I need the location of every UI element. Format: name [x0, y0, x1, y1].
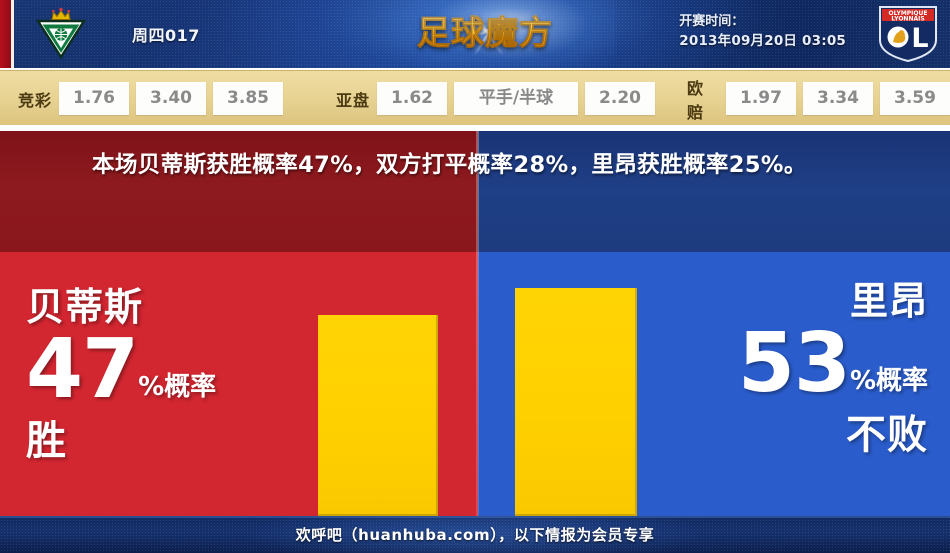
- panel-divider: [476, 131, 479, 516]
- odds-label-oupei: 欧赔: [687, 78, 705, 122]
- odds-group-oupei: 欧赔 1.97 3.34 3.59: [687, 71, 950, 126]
- odds-cell-jingcai-1[interactable]: 1.76: [59, 82, 130, 115]
- odds-cell-jingcai-2[interactable]: 3.40: [136, 82, 207, 115]
- svg-text:L: L: [911, 23, 928, 54]
- real-betis-crest: [33, 7, 89, 61]
- away-probability-bar: [515, 288, 637, 516]
- home-team-name: 贝蒂斯: [26, 285, 144, 329]
- away-outcome-label: 不败: [846, 412, 928, 458]
- odds-cell-oupei-2[interactable]: 3.34: [803, 82, 873, 115]
- footer-bar: 欢呼吧（huanhuba.com），以下情报为会员专享: [0, 516, 950, 553]
- divider-white: [0, 125, 950, 131]
- match-number: 周四017: [132, 26, 200, 45]
- probability-chart: 本场贝蒂斯获胜概率47%，双方打平概率28%，里昂获胜概率25%。 贝蒂斯 47…: [0, 131, 950, 516]
- away-probability-line: 53 %概率: [737, 316, 928, 411]
- footer-top-line: [0, 516, 950, 518]
- odds-cell-oupei-1[interactable]: 1.97: [726, 82, 796, 115]
- away-probability-suffix: %概率: [849, 366, 928, 396]
- odds-cell-oupei-3[interactable]: 3.59: [880, 82, 950, 115]
- home-probability-value: 47: [26, 322, 139, 417]
- odds-group-yapan: 亚盘 1.62 平手/半球 2.20: [336, 71, 656, 126]
- headline-panel-right: [478, 131, 950, 252]
- home-outcome-label: 胜: [26, 418, 67, 464]
- kickoff-value: 2013年09月20日 03:05: [679, 33, 846, 49]
- kickoff-label: 开赛时间：: [679, 14, 745, 29]
- brand-logo: 足球魔方: [365, 0, 615, 68]
- header-bar: 周四017 足球魔方 开赛时间： 2013年09月20日 03:05 OLYMP…: [0, 0, 950, 68]
- odds-cell-yapan-2[interactable]: 2.20: [585, 82, 656, 115]
- footer-text: 欢呼吧（huanhuba.com），以下情报为会员专享: [295, 526, 655, 544]
- odds-cell-jingcai-3[interactable]: 3.85: [213, 82, 284, 115]
- svg-text:OLYMPIQUE: OLYMPIQUE: [888, 10, 927, 17]
- brand-logo-text: 足球魔方: [395, 11, 575, 55]
- odds-cell-yapan-handicap[interactable]: 平手/半球: [454, 82, 579, 115]
- olympique-lyonnais-crest: OLYMPIQUE LYONNAIS L: [876, 4, 940, 64]
- home-probability-bar: [318, 315, 438, 516]
- odds-label-jingcai: 竞彩: [18, 90, 53, 110]
- footer-texture: [0, 516, 950, 553]
- odds-bar: 竞彩 1.76 3.40 3.85 亚盘 1.62 平手/半球 2.20 欧赔 …: [0, 70, 950, 126]
- away-team-name: 里昂: [849, 279, 928, 323]
- odds-group-jingcai: 竞彩 1.76 3.40 3.85: [18, 71, 284, 126]
- headline-panel-left: [0, 131, 478, 252]
- odds-label-yapan: 亚盘: [336, 90, 371, 110]
- home-probability-suffix: %概率: [138, 372, 217, 402]
- svg-text:LYONNAIS: LYONNAIS: [891, 15, 924, 22]
- header-red-stripe: [0, 0, 11, 68]
- headline-text: 本场贝蒂斯获胜概率47%，双方打平概率28%，里昂获胜概率25%。: [92, 152, 807, 178]
- home-team-block: 贝蒂斯 47 %概率 胜: [26, 283, 216, 467]
- header-cream-stripe: [11, 0, 14, 68]
- away-team-block: 里昂 53 %概率 不败: [738, 277, 928, 461]
- odds-cell-yapan-1[interactable]: 1.62: [377, 82, 448, 115]
- away-probability-value: 53: [737, 316, 851, 411]
- home-probability-line: 47 %概率: [26, 322, 217, 417]
- kickoff-block: 开赛时间： 2013年09月20日 03:05: [679, 12, 846, 52]
